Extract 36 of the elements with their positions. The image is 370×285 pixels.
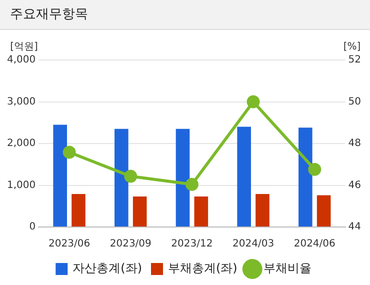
bar	[194, 196, 208, 226]
y2-axis-title: [%]	[343, 42, 361, 53]
x-tick-label: 2024/03	[232, 238, 274, 250]
bar	[72, 194, 86, 226]
point	[124, 170, 138, 183]
bar	[114, 128, 128, 226]
point	[246, 95, 260, 108]
y2-tick-label: 52	[348, 54, 362, 66]
bar	[53, 124, 67, 226]
x-tick-label: 2023/09	[110, 238, 152, 250]
x-tick-label: 2023/06	[48, 238, 90, 250]
y-tick-label: 3,000	[6, 96, 36, 108]
bar	[298, 128, 312, 226]
y2-tick-label: 48	[348, 138, 362, 150]
bar	[237, 126, 251, 226]
y2-tick-label: 44	[348, 222, 362, 233]
x-tick-label: 2023/12	[171, 238, 213, 250]
legend-label: 부채총계(좌)	[168, 261, 238, 276]
y-tick-label: 2,000	[6, 138, 36, 150]
legend-label: 자산총계(좌)	[72, 261, 142, 276]
bar	[256, 194, 270, 226]
y2-tick-label: 50	[348, 96, 362, 108]
point	[62, 146, 76, 159]
point	[185, 178, 198, 191]
y-axis-title: [억원]	[10, 42, 38, 53]
point	[308, 162, 322, 176]
x-tick-label: 2024/06	[294, 238, 336, 250]
chart-title: 주요재무항목	[0, 0, 370, 30]
bar	[132, 196, 147, 226]
y2-tick-label: 46	[348, 180, 362, 191]
y-tick-label: 0	[29, 222, 36, 233]
bar	[176, 128, 190, 226]
legend-label: 부채비율	[263, 261, 312, 276]
y-tick-label: 1,000	[6, 180, 36, 191]
bar	[316, 195, 331, 226]
y-tick-label: 4,000	[6, 54, 36, 66]
